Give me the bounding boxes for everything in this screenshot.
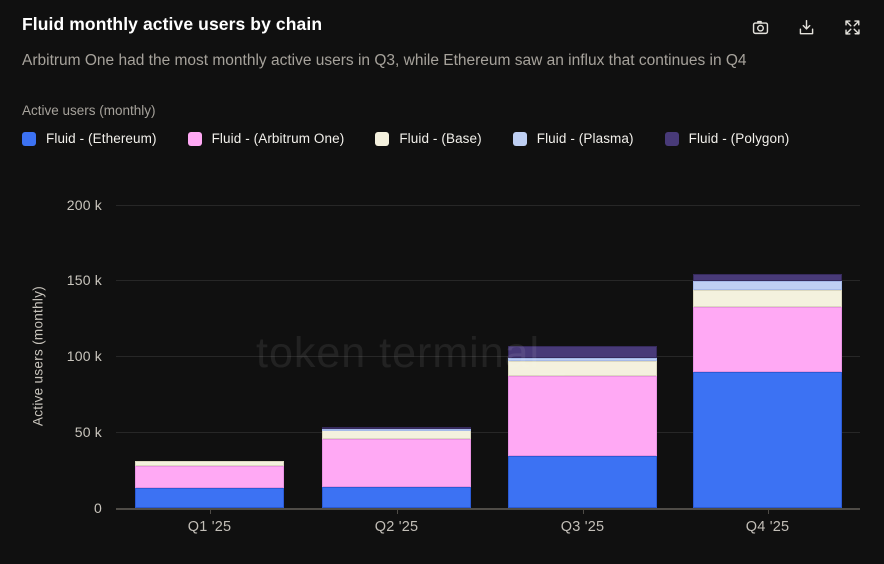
- gridline: [116, 432, 860, 434]
- bar-segment-q225-series-1[interactable]: [322, 487, 471, 508]
- camera-icon: [751, 18, 770, 40]
- chart-subtitle: Arbitrum One had the most monthly active…: [22, 52, 747, 69]
- legend-item-label: Fluid - (Base): [399, 131, 482, 146]
- chart-toolbar: [749, 16, 864, 42]
- x-tick-label: Q1 '25: [187, 519, 232, 535]
- expand-icon: [843, 18, 862, 40]
- bar-segment-q425-series-3[interactable]: [693, 289, 842, 308]
- bar-segment-q325-series-4[interactable]: [508, 358, 657, 362]
- legend-item-4[interactable]: Fluid - (Plasma): [512, 131, 634, 146]
- bar-segment-q425-series-1[interactable]: [693, 372, 842, 508]
- bar-segment-q425-series-4[interactable]: [693, 281, 842, 290]
- x-tick-label: Q2 '25: [374, 519, 419, 535]
- y-tick-label: 100 k: [66, 348, 102, 365]
- bar-segment-q125-series-3[interactable]: [135, 461, 284, 467]
- x-tick-label: Q4 '25: [745, 519, 790, 535]
- gridline: [116, 356, 860, 358]
- y-tick-label: 50 k: [74, 424, 102, 441]
- legend-item-label: Fluid - (Polygon): [688, 131, 790, 146]
- x-tick-label: Q3 '25: [560, 519, 605, 535]
- y-tick-label: 200 k: [66, 196, 102, 213]
- expand-button[interactable]: [841, 16, 864, 42]
- bar-segment-q425-series-5[interactable]: [693, 274, 842, 282]
- legend-item-1[interactable]: Fluid - (Ethereum): [22, 131, 157, 146]
- page-title: Fluid monthly active users by chain: [22, 14, 323, 34]
- legend-item-label: Fluid - (Ethereum): [46, 131, 157, 146]
- legend-swatch-icon: [512, 131, 527, 146]
- gridline: [116, 280, 860, 282]
- legend-item-3[interactable]: Fluid - (Base): [375, 131, 482, 146]
- legend-item-2[interactable]: Fluid - (Arbitrum One): [187, 131, 345, 146]
- bar-segment-q225-series-3[interactable]: [322, 430, 471, 440]
- x-axis-line: [116, 508, 860, 510]
- screenshot-button[interactable]: [749, 16, 772, 42]
- gridline: [116, 204, 860, 206]
- legend-swatch-icon: [664, 131, 679, 146]
- bar-segment-q325-series-2[interactable]: [508, 376, 657, 456]
- legend-swatch-icon: [375, 131, 390, 146]
- bar-segment-q325-series-1[interactable]: [508, 455, 657, 508]
- legend: Fluid - (Ethereum) Fluid - (Arbitrum One)…: [22, 131, 789, 146]
- legend-item-label: Fluid - (Arbitrum One): [211, 131, 345, 146]
- x-tick: [209, 508, 211, 514]
- legend-title: Active users (monthly): [22, 103, 156, 118]
- legend-swatch-icon: [22, 131, 36, 146]
- download-button[interactable]: [795, 16, 818, 42]
- bar-segment-q225-series-5[interactable]: [322, 427, 471, 430]
- legend-item-label: Fluid - (Plasma): [536, 131, 634, 146]
- download-icon: [797, 18, 816, 40]
- bar-segment-q225-series-2[interactable]: [322, 439, 471, 488]
- bar-segment-q225-series-4[interactable]: [322, 429, 471, 432]
- y-tick-label: 150 k: [66, 272, 102, 289]
- y-tick-label: 0: [94, 500, 102, 516]
- legend-swatch-icon: [187, 131, 202, 146]
- bar-segment-q125-series-2[interactable]: [135, 466, 284, 488]
- bar-segment-q425-series-2[interactable]: [693, 307, 842, 373]
- x-tick: [582, 508, 584, 514]
- bar-segment-q325-series-5[interactable]: [508, 345, 657, 359]
- bar-segment-q325-series-3[interactable]: [508, 361, 657, 377]
- x-tick: [767, 508, 769, 514]
- legend-item-5[interactable]: Fluid - (Polygon): [664, 131, 790, 146]
- x-tick: [396, 508, 398, 514]
- bar-segment-q125-series-1[interactable]: [135, 487, 284, 508]
